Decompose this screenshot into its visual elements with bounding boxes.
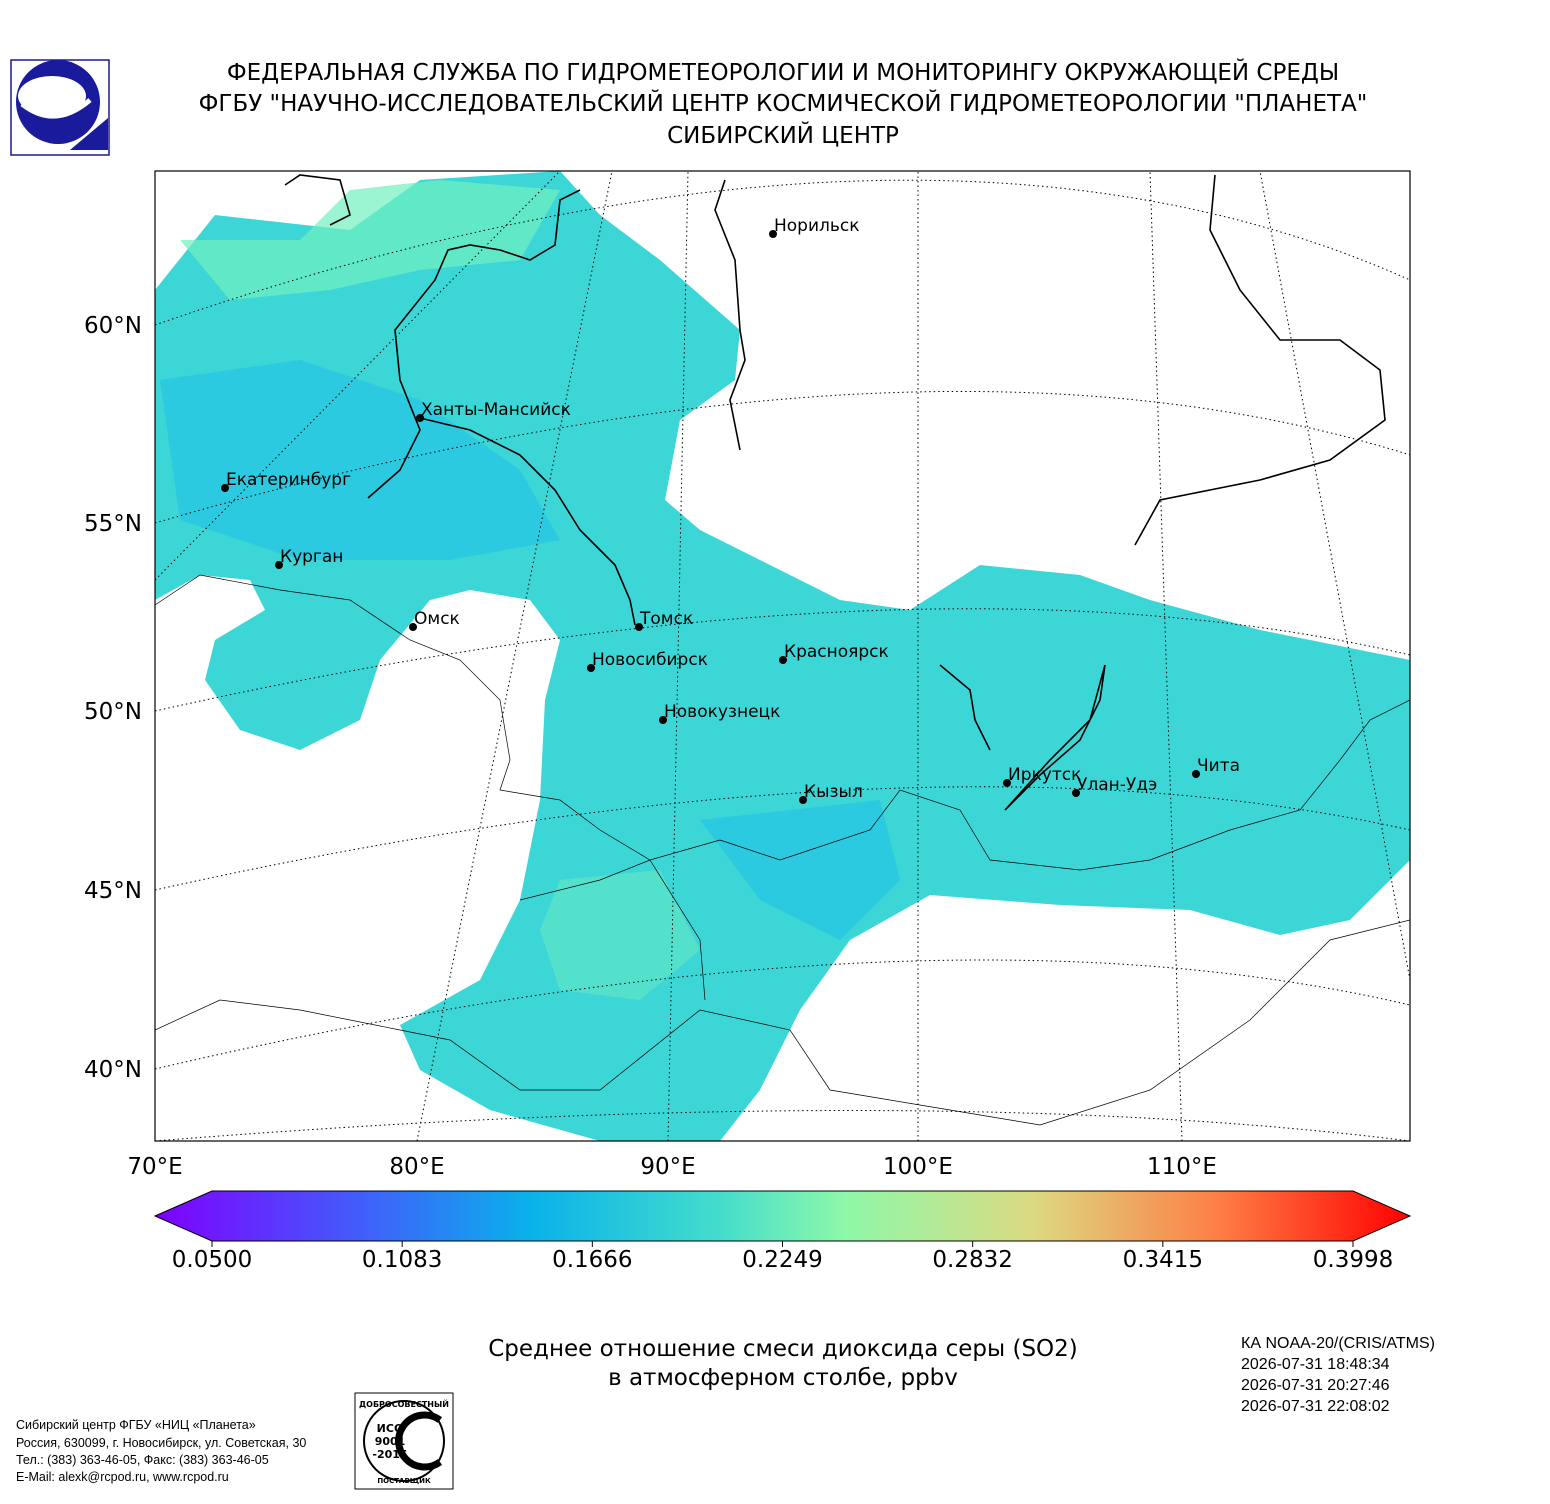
border bbox=[155, 919, 1410, 1126]
badge-text: -2015 bbox=[372, 1448, 407, 1461]
lon-label: 110°E bbox=[1147, 1154, 1217, 1180]
city-dot bbox=[1003, 779, 1011, 787]
colorbar-scale bbox=[153, 1190, 1412, 1242]
city-dot bbox=[587, 664, 595, 672]
river bbox=[714, 179, 746, 451]
river bbox=[939, 664, 991, 751]
city-dot bbox=[416, 414, 424, 422]
city-label: Кызыл bbox=[804, 782, 863, 802]
city-label: Омск bbox=[414, 609, 460, 629]
lon-label: 70°E bbox=[127, 1154, 182, 1180]
coverage-dark bbox=[700, 800, 900, 940]
cities: Норильск Ханты-Мансийск Екатеринбург Курган… bbox=[221, 216, 1240, 804]
city-label: Иркутск bbox=[1008, 765, 1081, 785]
caption: Среднее отношение смеси диоксида серы (S… bbox=[488, 1336, 1078, 1362]
header-line: СИБИРСКИЙ ЦЕНТР bbox=[667, 121, 899, 149]
coast bbox=[284, 174, 351, 226]
map-frame bbox=[154, 170, 1411, 1142]
colorbar-tick-label: 0.1083 bbox=[362, 1247, 442, 1273]
city-dot bbox=[221, 484, 229, 492]
satellite-info: 2026-07-31 20:27:46 bbox=[1241, 1377, 1390, 1394]
lon-label: 100°E bbox=[883, 1154, 953, 1180]
logo bbox=[10, 59, 110, 156]
satellite-info: 2026-07-31 18:48:34 bbox=[1241, 1356, 1390, 1373]
river bbox=[419, 417, 636, 626]
coverage-highlight bbox=[180, 180, 560, 300]
lat-label: 60°N bbox=[84, 313, 142, 339]
city-dot bbox=[1192, 770, 1200, 778]
river bbox=[367, 189, 581, 499]
coverage-west bbox=[155, 171, 1410, 1141]
lat-label: 55°N bbox=[84, 511, 142, 537]
city-dot bbox=[275, 561, 283, 569]
city-label: Чита bbox=[1197, 756, 1240, 776]
badge-text: ПОСТАВЩИК bbox=[377, 1477, 431, 1485]
footer-line: Россия, 630099, г. Новосибирск, ул. Сове… bbox=[16, 1436, 306, 1450]
river bbox=[1134, 174, 1386, 546]
border bbox=[519, 859, 706, 1001]
colorbar-tick-label: 0.3415 bbox=[1123, 1247, 1203, 1273]
satellite-info: КА NOAA-20/(CRIS/ATMS) bbox=[1241, 1335, 1435, 1352]
city-label: Красноярск bbox=[784, 642, 889, 662]
lon-label: 80°E bbox=[389, 1154, 444, 1180]
footer-line: Тел.: (383) 363-46-05, Факс: (383) 363-4… bbox=[16, 1453, 269, 1467]
footer-line: E-Mail: alexk@rcpod.ru, www.rcpod.ru bbox=[16, 1470, 229, 1484]
lake bbox=[1004, 664, 1106, 811]
city-label: Новокузнецк bbox=[664, 702, 780, 722]
city-label: Томск bbox=[639, 609, 693, 629]
colorbar-tick-label: 0.2832 bbox=[932, 1247, 1012, 1273]
city-label: Норильск bbox=[774, 216, 860, 236]
city-dot bbox=[769, 230, 777, 238]
city-dot bbox=[659, 716, 667, 724]
city-label: Екатеринбург bbox=[226, 470, 351, 490]
badge-text: ИСО bbox=[377, 1422, 404, 1435]
badge-text: ДОБРОСОВЕСТНЫЙ bbox=[359, 1398, 449, 1409]
colorbar-tick-label: 0.0500 bbox=[172, 1247, 252, 1273]
city-label: Новосибирск bbox=[592, 650, 708, 670]
city-label: Ханты-Мансийск bbox=[421, 400, 571, 420]
city-dot bbox=[409, 623, 417, 631]
graticule bbox=[155, 171, 1410, 1141]
lat-label: 40°N bbox=[84, 1057, 142, 1083]
border bbox=[155, 574, 1410, 871]
iso-badge: ДОБРОСОВЕСТНЫЙ ИСО 9001 -2015 ПОСТАВЩИК bbox=[354, 1392, 454, 1490]
footer-line: Сибирский центр ФГБУ «НИЦ «Планета» bbox=[16, 1418, 256, 1432]
city-dot bbox=[635, 623, 643, 631]
header-line: ФЕДЕРАЛЬНАЯ СЛУЖБА ПО ГИДРОМЕТЕОРОЛОГИИ … bbox=[227, 58, 1339, 86]
city-dot bbox=[779, 656, 787, 664]
city-dot bbox=[1072, 789, 1080, 797]
colorbar-tick-label: 0.1666 bbox=[552, 1247, 632, 1273]
city-label: Курган bbox=[280, 547, 343, 567]
satellite-info: 2026-07-31 22:08:02 bbox=[1241, 1398, 1390, 1415]
city-label: Улан-Удэ bbox=[1077, 775, 1157, 795]
badge-text: 9001 bbox=[375, 1435, 406, 1448]
coverage-dark bbox=[160, 360, 560, 560]
colorbar-tick-label: 0.2249 bbox=[742, 1247, 822, 1273]
city-dot bbox=[799, 796, 807, 804]
coverage-highlight bbox=[540, 870, 700, 1000]
header-line: ФГБУ "НАУЧНО-ИССЛЕДОВАТЕЛЬСКИЙ ЦЕНТР КОС… bbox=[199, 89, 1368, 117]
lat-label: 45°N bbox=[84, 878, 142, 904]
lat-label: 50°N bbox=[84, 699, 142, 725]
lon-label: 90°E bbox=[640, 1154, 695, 1180]
colorbar: 0.0500 0.1083 0.1666 0.2249 0.2832 0.3415 0.39… bbox=[153, 1190, 1412, 1273]
map bbox=[155, 171, 1410, 1141]
caption: в атмосферном столбе, ppbv bbox=[608, 1365, 958, 1391]
colorbar-tick-label: 0.3998 bbox=[1313, 1247, 1393, 1273]
